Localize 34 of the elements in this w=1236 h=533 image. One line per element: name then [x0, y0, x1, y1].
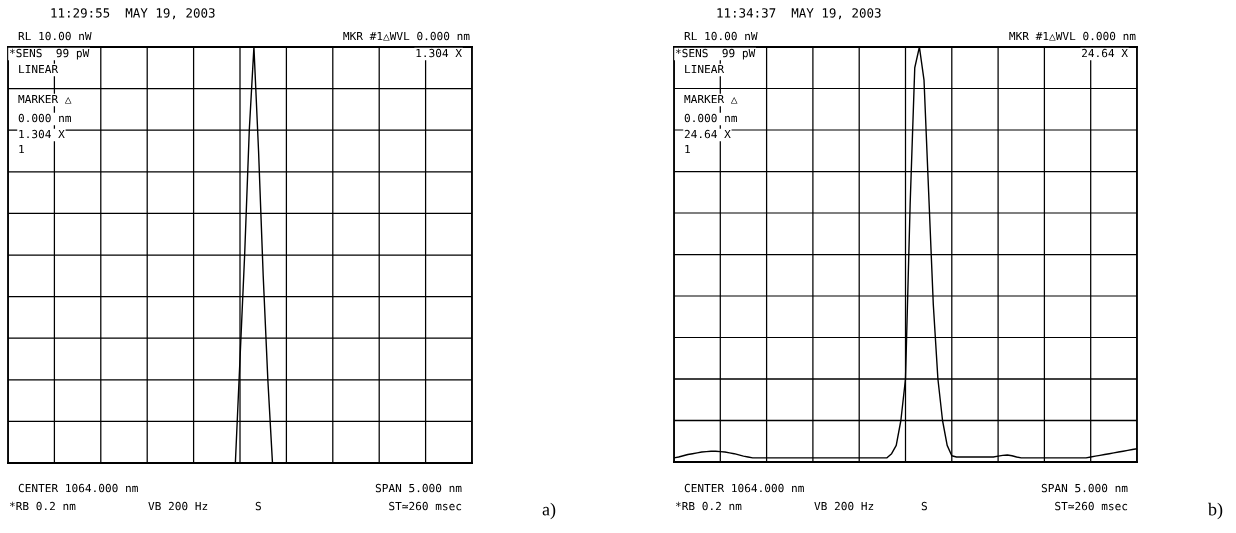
annotation: 0.000 nm: [684, 113, 737, 123]
text: MKR #1△WVL 0.000 nm: [1009, 31, 1136, 41]
annotation: MARKER △: [18, 94, 72, 104]
annotation: MARKER △: [684, 94, 738, 104]
text: *RB 0.2 nm: [9, 501, 76, 511]
text: S: [921, 501, 927, 511]
text: RL 10.00 nW: [684, 31, 758, 41]
annotation: 0.000 nm: [18, 113, 71, 123]
annotation: 24.64 X: [1082, 48, 1128, 58]
annotation: *SENS 99 pW: [9, 48, 90, 60]
text: VB 200 Hz: [814, 501, 874, 511]
text: MKR #1△WVL 0.000 nm: [343, 31, 470, 41]
text: *RB 0.2 nm: [675, 501, 742, 511]
annotation: 1.304 X: [416, 48, 462, 58]
annotation: 1.304 X: [19, 129, 65, 139]
annotation: LINEAR: [685, 64, 725, 74]
chart-title: 11:34:37 MAY 19, 2003: [717, 8, 881, 20]
text: ST≃260 msec: [389, 501, 462, 511]
text: CENTER 1064.000 nm: [18, 483, 138, 493]
text: RL 10.00 nW: [18, 31, 92, 41]
text: b): [1208, 502, 1223, 520]
text: SPAN 5.000 nm: [375, 483, 462, 493]
text: VB 200 Hz: [148, 501, 208, 511]
chart-title: 11:29:55 MAY 19, 2003: [51, 8, 215, 20]
text: a): [542, 502, 556, 520]
text: S: [255, 501, 261, 511]
text: ST≃260 msec: [1055, 501, 1128, 511]
text: SPAN 5.000 nm: [1041, 483, 1128, 493]
annotation: 1: [685, 144, 690, 154]
annotation: *SENS 99 pW: [675, 48, 756, 60]
text: CENTER 1064.000 nm: [684, 483, 804, 493]
annotation: LINEAR: [19, 64, 59, 74]
annotation: 24.64 X: [684, 129, 731, 139]
annotation: 1: [19, 144, 24, 154]
